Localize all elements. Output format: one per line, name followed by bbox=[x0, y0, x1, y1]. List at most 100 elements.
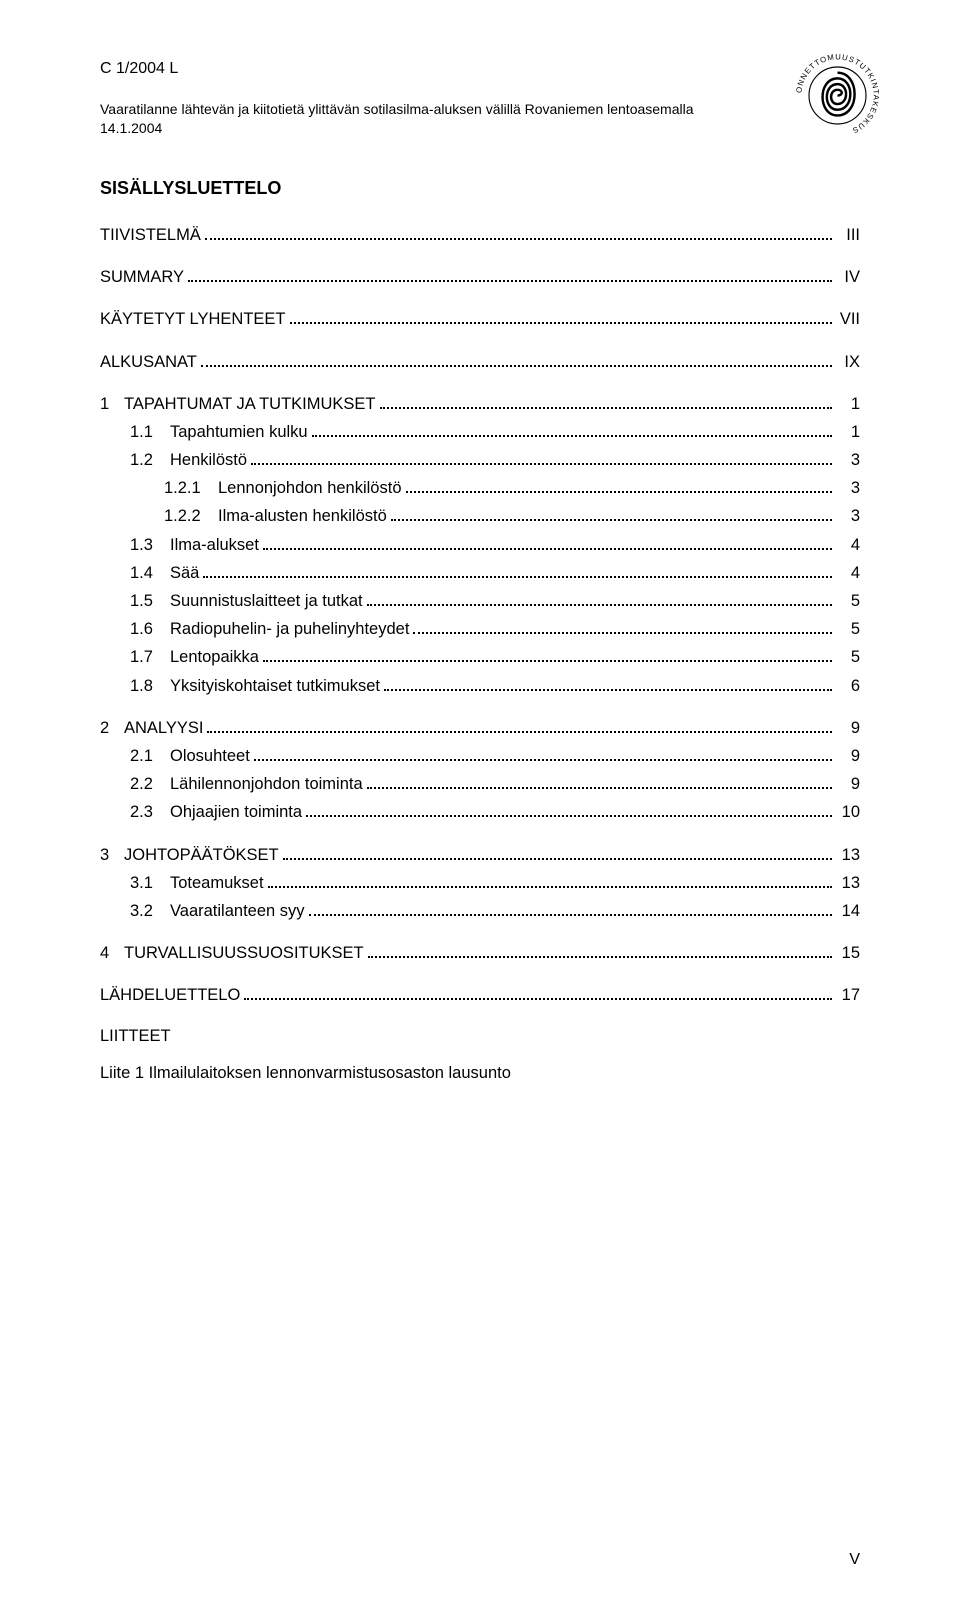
toc-leader-dots bbox=[263, 534, 832, 549]
toc-row: SUMMARY IV bbox=[100, 267, 860, 287]
toc-page: 9 bbox=[836, 719, 860, 738]
toc-row: 1.3Ilma-alukset 4 bbox=[100, 534, 860, 554]
toc-number: 1.4 bbox=[130, 564, 170, 583]
toc-number: 2.2 bbox=[130, 775, 170, 794]
toc-label: KÄYTETYT LYHENTEET bbox=[100, 310, 286, 329]
toc-leader-dots bbox=[290, 309, 832, 324]
toc-row: 1.6Radiopuhelin- ja puhelinyhteydet 5 bbox=[100, 619, 860, 639]
toc-number: 1.6 bbox=[130, 620, 170, 639]
toc-label: Yksityiskohtaiset tutkimukset bbox=[170, 677, 380, 696]
toc-row: 3.2Vaaratilanteen syy14 bbox=[100, 901, 860, 921]
toc-row: 1.1Tapahtumien kulku 1 bbox=[100, 422, 860, 442]
toc-row: 2.2Lähilennonjohdon toiminta 9 bbox=[100, 774, 860, 794]
toc-leader-dots bbox=[391, 506, 832, 521]
subtitle-line1: Vaaratilanne lähtevän ja kiitotietä ylit… bbox=[100, 100, 860, 119]
toc-number: 1.3 bbox=[130, 536, 170, 555]
toc-leader-dots bbox=[203, 563, 832, 578]
toc-number: 1.7 bbox=[130, 648, 170, 667]
toc-leader-dots bbox=[306, 802, 832, 817]
toc-leader-dots bbox=[309, 901, 832, 916]
toc-label: Henkilöstö bbox=[170, 451, 247, 470]
toc-page: 4 bbox=[836, 536, 860, 555]
toc-number: 1.1 bbox=[130, 423, 170, 442]
toc-label: LÄHDELUETTELO bbox=[100, 986, 240, 1005]
toc-label: SUMMARY bbox=[100, 268, 184, 287]
toc-label: Ilma-alukset bbox=[170, 536, 259, 555]
toc-page: 17 bbox=[836, 986, 860, 1005]
toc-leader-dots bbox=[251, 450, 832, 465]
toc-leader-dots bbox=[244, 985, 832, 1000]
toc-number: 1.2.1 bbox=[164, 479, 218, 498]
toc-row: TIIVISTELMÄIII bbox=[100, 225, 860, 245]
toc-page: 9 bbox=[836, 775, 860, 794]
toc-number: 1.2 bbox=[130, 451, 170, 470]
toc-leader-dots bbox=[380, 394, 833, 409]
toc-row: 1.7Lentopaikka 5 bbox=[100, 647, 860, 667]
toc-row: 1.2.1Lennonjohdon henkilöstö 3 bbox=[100, 478, 860, 498]
toc-leader-dots bbox=[384, 675, 832, 690]
appendix-heading: LIITTEET bbox=[100, 1027, 860, 1046]
toc-page: 13 bbox=[836, 874, 860, 893]
toc-label: Tapahtumien kulku bbox=[170, 423, 308, 442]
toc-leader-dots bbox=[367, 591, 832, 606]
agency-logo: ONNETTOMUUSTUTKINTAKESKUS bbox=[790, 48, 885, 143]
toc-page: 3 bbox=[836, 451, 860, 470]
toc-page: 3 bbox=[836, 479, 860, 498]
page-number: V bbox=[849, 1551, 860, 1569]
toc-leader-dots bbox=[207, 718, 832, 733]
toc-page: 15 bbox=[836, 944, 860, 963]
toc-label: Lennonjohdon henkilöstö bbox=[218, 479, 402, 498]
toc-label: Lentopaikka bbox=[170, 648, 259, 667]
toc-page: 3 bbox=[836, 507, 860, 526]
toc-label: Vaaratilanteen syy bbox=[170, 902, 305, 921]
toc-number: 1.5 bbox=[130, 592, 170, 611]
toc-page: 13 bbox=[836, 846, 860, 865]
toc-number: 2.3 bbox=[130, 803, 170, 822]
toc-label: Suunnistuslaitteet ja tutkat bbox=[170, 592, 363, 611]
toc-number: 1 bbox=[100, 395, 124, 414]
toc-label: Toteamukset bbox=[170, 874, 264, 893]
toc-number: 3 bbox=[100, 846, 124, 865]
toc-leader-dots bbox=[268, 873, 832, 888]
toc-row: 3JOHTOPÄÄTÖKSET 13 bbox=[100, 844, 860, 864]
toc-row: 2.1Olosuhteet 9 bbox=[100, 746, 860, 766]
toc-page: 1 bbox=[836, 395, 860, 414]
toc-page: 1 bbox=[836, 423, 860, 442]
toc-page: 5 bbox=[836, 648, 860, 667]
toc-label: JOHTOPÄÄTÖKSET bbox=[124, 846, 279, 865]
toc-label: Radiopuhelin- ja puhelinyhteydet bbox=[170, 620, 409, 639]
toc-leader-dots bbox=[368, 943, 832, 958]
toc-number: 1.8 bbox=[130, 677, 170, 696]
toc-leader-dots bbox=[312, 422, 832, 437]
toc-label: Lähilennonjohdon toiminta bbox=[170, 775, 363, 794]
toc-leader-dots bbox=[201, 351, 832, 366]
toc-row: LÄHDELUETTELO 17 bbox=[100, 985, 860, 1005]
toc-page: 9 bbox=[836, 747, 860, 766]
toc-label: Sää bbox=[170, 564, 199, 583]
toc-row: 2ANALYYSI9 bbox=[100, 718, 860, 738]
toc-number: 3.1 bbox=[130, 874, 170, 893]
toc-number: 3.2 bbox=[130, 902, 170, 921]
appendix-line: Liite 1 Ilmailulaitoksen lennonvarmistus… bbox=[100, 1064, 860, 1083]
toc-page: 4 bbox=[836, 564, 860, 583]
table-of-contents: TIIVISTELMÄIII SUMMARY IV KÄYTETYT LYHENTEE… bbox=[100, 225, 860, 1006]
toc-label: ALKUSANAT bbox=[100, 353, 197, 372]
toc-leader-dots bbox=[205, 225, 832, 240]
toc-label: Olosuhteet bbox=[170, 747, 250, 766]
toc-leader-dots bbox=[188, 267, 832, 282]
toc-row: KÄYTETYT LYHENTEETVII bbox=[100, 309, 860, 329]
toc-page: 5 bbox=[836, 620, 860, 639]
toc-number: 1.2.2 bbox=[164, 507, 218, 526]
toc-page: 10 bbox=[836, 803, 860, 822]
toc-page: IV bbox=[836, 268, 860, 287]
toc-leader-dots bbox=[283, 844, 832, 859]
toc-leader-dots bbox=[254, 746, 832, 761]
toc-row: 1TAPAHTUMAT JA TUTKIMUKSET1 bbox=[100, 394, 860, 414]
toc-number: 2.1 bbox=[130, 747, 170, 766]
toc-row: 1.4Sää 4 bbox=[100, 563, 860, 583]
toc-leader-dots bbox=[367, 774, 832, 789]
toc-row: 4TURVALLISUUSSUOSITUKSET15 bbox=[100, 943, 860, 963]
toc-row: 1.2Henkilöstö 3 bbox=[100, 450, 860, 470]
toc-row: 1.8Yksityiskohtaiset tutkimukset6 bbox=[100, 675, 860, 695]
toc-page: 5 bbox=[836, 592, 860, 611]
